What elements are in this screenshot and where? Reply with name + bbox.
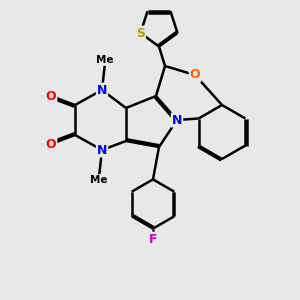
- Text: N: N: [97, 83, 107, 97]
- Text: Me: Me: [96, 55, 114, 65]
- Text: O: O: [46, 89, 56, 103]
- Text: N: N: [172, 113, 182, 127]
- Text: O: O: [190, 68, 200, 82]
- Text: S: S: [136, 26, 145, 40]
- Text: O: O: [46, 137, 56, 151]
- Text: Me: Me: [90, 175, 108, 185]
- Text: F: F: [149, 232, 157, 246]
- Text: N: N: [97, 143, 107, 157]
